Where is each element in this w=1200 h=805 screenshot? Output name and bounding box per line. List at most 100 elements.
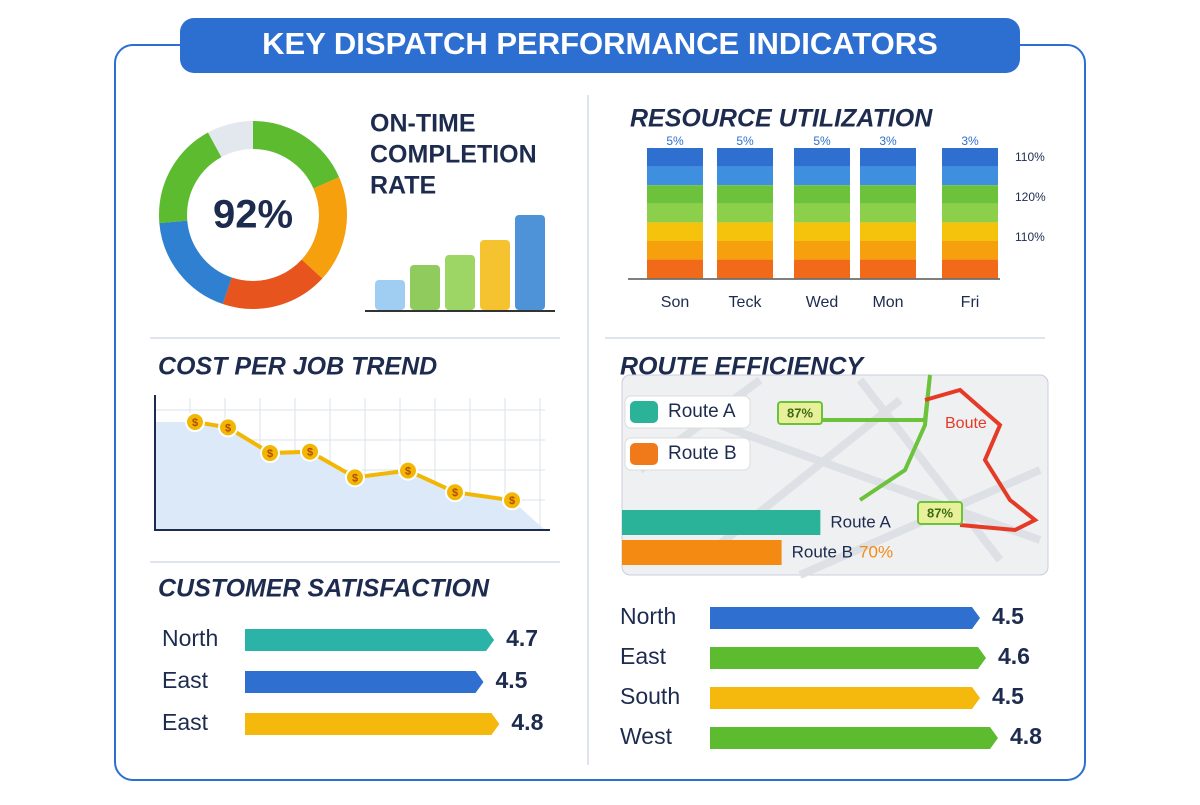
row-label: East xyxy=(620,643,667,669)
donut-value: 92% xyxy=(213,193,293,237)
mini-bar xyxy=(375,280,405,310)
stack-band xyxy=(647,203,703,223)
x-tick-label: Teck xyxy=(729,294,763,311)
axes xyxy=(154,395,550,531)
section-title: ROUTE EFFICIENCY xyxy=(620,353,865,381)
kpi-title: ON-TIME xyxy=(370,110,476,138)
sat-bar xyxy=(710,607,980,629)
section-title: CUSTOMER SATISFACTION xyxy=(158,575,490,603)
stack-band xyxy=(860,148,916,167)
stack-band xyxy=(942,259,998,279)
row-label: South xyxy=(620,683,680,709)
route-bar-label: Route A xyxy=(830,512,891,531)
bar-top-label: 5% xyxy=(736,134,754,148)
stack-band xyxy=(794,166,850,186)
stack-band xyxy=(942,185,998,204)
bar-top-label: 3% xyxy=(879,134,897,148)
stack-band xyxy=(647,166,703,186)
row-label: East xyxy=(162,709,209,735)
row-label: North xyxy=(162,625,218,651)
donut-segment xyxy=(159,121,347,309)
stack-band xyxy=(860,166,916,186)
mini-bar xyxy=(515,215,545,310)
stack-band xyxy=(860,259,916,279)
badge-label: 87% xyxy=(787,405,813,420)
route-b-path xyxy=(924,387,1039,533)
stack-band xyxy=(647,185,703,204)
legend-swatch xyxy=(630,443,658,465)
stack-band xyxy=(647,148,703,167)
row-label: West xyxy=(620,723,673,749)
badge-label: 87% xyxy=(927,505,953,520)
trend-marker xyxy=(218,417,238,438)
donut-segment xyxy=(159,121,347,309)
section-title: RESOURCE UTILIZATION xyxy=(630,105,933,133)
bar-top-label: 5% xyxy=(666,134,684,148)
stack-band xyxy=(794,148,850,167)
stack-band xyxy=(717,241,773,260)
axis-label: 110% xyxy=(1015,150,1045,164)
marker-label: $ xyxy=(352,472,358,484)
map-badge xyxy=(917,501,963,525)
marker-label: $ xyxy=(267,448,273,460)
stack-band xyxy=(647,259,703,279)
marker-label: $ xyxy=(225,422,231,434)
trend-marker xyxy=(398,460,418,481)
route-bar-value: 70% xyxy=(859,542,893,561)
stack-band xyxy=(717,203,773,223)
row-label: East xyxy=(162,667,209,693)
marker-label: $ xyxy=(307,447,313,459)
donut-segment xyxy=(159,121,347,309)
legend-swatch xyxy=(630,401,658,423)
trend-marker xyxy=(185,412,205,432)
kpi-title: COMPLETION xyxy=(370,141,537,169)
stack-band xyxy=(860,203,916,223)
x-tick-label: Mon xyxy=(872,294,903,311)
stack-band xyxy=(794,241,850,260)
marker-label: $ xyxy=(405,466,411,478)
stack-band xyxy=(717,259,773,279)
sat-bar xyxy=(710,647,986,669)
trend-marker xyxy=(260,443,280,464)
map-badge xyxy=(777,401,823,425)
value-label: 4.5 xyxy=(992,603,1024,629)
trend-marker xyxy=(502,490,522,511)
axis-label: 120% xyxy=(1015,190,1046,204)
bar-top-label: 5% xyxy=(813,134,831,148)
value-label: 4.8 xyxy=(1010,723,1042,749)
legend-label: Route B xyxy=(668,443,737,464)
x-tick-label: Fri xyxy=(961,294,980,311)
stack-band xyxy=(942,222,998,241)
axis-label: 110% xyxy=(1015,230,1045,244)
stack-band xyxy=(942,203,998,223)
sat-bar xyxy=(245,629,495,651)
marker-label: $ xyxy=(192,417,198,429)
stack-band xyxy=(942,166,998,186)
trend-marker xyxy=(445,482,465,503)
row-label: North xyxy=(620,603,676,629)
value-label: 4.5 xyxy=(496,667,528,693)
trend-marker xyxy=(300,441,320,462)
donut-segment xyxy=(159,121,347,309)
x-tick-label: Son xyxy=(661,294,689,311)
value-label: 4.7 xyxy=(506,625,538,651)
marker-label: $ xyxy=(452,487,458,499)
route-bar xyxy=(622,510,821,535)
stack-band xyxy=(717,185,773,204)
kpi-title: RATE xyxy=(370,172,436,200)
sat-bar xyxy=(245,671,484,693)
route-bar xyxy=(622,540,782,565)
trend-marker xyxy=(345,467,365,488)
value-label: 4.6 xyxy=(998,643,1030,669)
legend-label: Route A xyxy=(668,401,736,422)
mini-bar xyxy=(445,255,475,310)
stack-band xyxy=(860,222,916,241)
stack-band xyxy=(860,185,916,204)
marker-label: $ xyxy=(509,495,515,507)
stack-band xyxy=(942,241,998,260)
stack-band xyxy=(717,148,773,167)
sat-bar xyxy=(245,713,500,735)
bar-top-label: 3% xyxy=(961,134,979,148)
stack-band xyxy=(717,166,773,186)
